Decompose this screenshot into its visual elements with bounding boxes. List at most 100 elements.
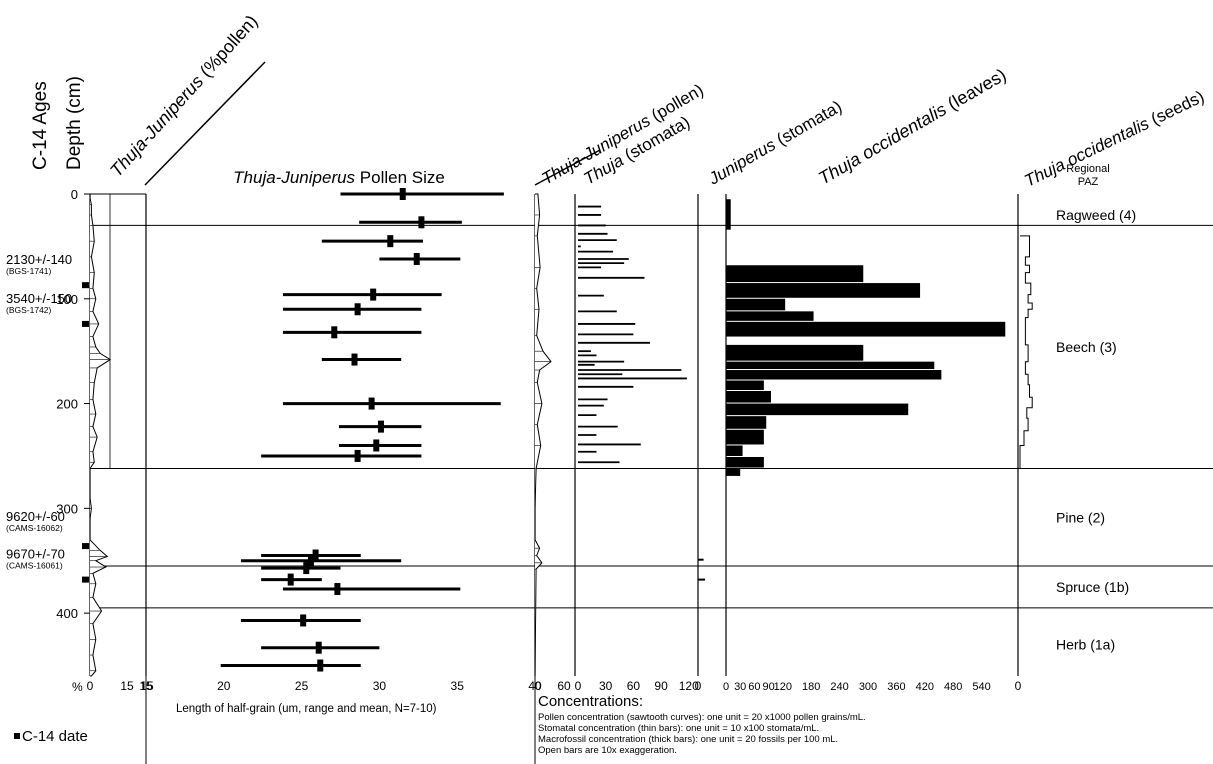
thuja-leaves-bar: [726, 321, 1006, 337]
zone-label: Pine (2): [1056, 509, 1105, 525]
thuja-seeds-open-bars: [1019, 235, 1033, 469]
depth-tick-label: 100: [56, 292, 78, 307]
pollen-size-tick-label: 25: [295, 679, 309, 693]
pollen-size-mean-marker: [317, 659, 324, 672]
thuja-leaves-bar: [726, 468, 741, 476]
concentrations-title: Concentrations:: [538, 693, 643, 710]
thuja-leaves-tick-label: 480: [944, 681, 962, 693]
c14-lab-label: (CAMS-16062): [6, 523, 63, 533]
depth-tick-label: 400: [56, 606, 78, 621]
pollen-size-xlabel: Length of half-grain (um, range and mean…: [176, 703, 437, 715]
title-leaves: Thuja occidentalis (leaves): [815, 65, 1010, 189]
thuja-stomata-tick-label: 90: [654, 679, 668, 693]
thuja-leaves-tick-label: 90: [762, 681, 774, 693]
pollen-concentration-curve: [534, 193, 552, 677]
note-line: Open bars are 10x exaggeration.: [538, 745, 677, 756]
pollen-concentration-tick-label: 0: [535, 679, 542, 693]
thuja-seeds-tick-label: 0: [1015, 679, 1022, 693]
thuja-leaves-bar: [726, 265, 864, 283]
title-seeds: Thuja occidentalis (seeds): [1021, 87, 1207, 191]
thuja-leaves-bar: [726, 311, 814, 321]
c14-date-marker: [82, 576, 89, 583]
pollen-size-mean-marker: [303, 562, 310, 575]
pollen-size-mean-marker: [399, 188, 406, 200]
thuja-leaves-tick-label: 60: [748, 681, 760, 693]
pollen-size-mean-marker: [351, 353, 358, 366]
percent-tick-label: 15: [120, 679, 134, 693]
c14-lab-label: (BGS-1742): [6, 305, 52, 315]
pollen-size-tick-label: 20: [217, 679, 231, 693]
thuja-leaves-bar: [726, 429, 764, 445]
thuja-stomata-tick-label: 60: [627, 679, 641, 693]
plot-area: Ragweed (4) Beech (3) Pine (2) Spruce (1b) H…: [6, 187, 1213, 764]
c14-date-marker: [82, 282, 89, 289]
pollen-size-mean-marker: [354, 449, 361, 462]
thuja-leaves-tick-label: 240: [830, 681, 848, 693]
c14-age-label: 9620+/-60: [6, 509, 65, 524]
paz-header-line1: Regional: [1066, 163, 1109, 175]
thuja-leaves-bar: [726, 390, 771, 403]
pollen-size-title: Thuja-Juniperus Pollen Size: [233, 168, 445, 187]
thuja-leaves-bar: [726, 445, 743, 457]
thuja-leaves-bar: [726, 416, 767, 429]
c14-age-label: 9670+/-70: [6, 547, 65, 562]
c14-date-marker: [82, 543, 89, 550]
zone-label: Ragweed (4): [1056, 207, 1136, 223]
diagonal-connector: [144, 61, 266, 186]
thuja-stomata-tick-label: 0: [575, 679, 582, 693]
thuja-leaves-tick-label: 540: [972, 681, 990, 693]
juniperus-stomata-tick-label: 0: [695, 679, 702, 693]
thuja-leaves-tick-label: 300: [859, 681, 877, 693]
depth-tick-label: 200: [56, 397, 78, 412]
pollen-size-mean-marker: [287, 573, 294, 586]
thuja-leaves-tick-label: 360: [887, 681, 905, 693]
depth-tick-label: 0: [71, 187, 78, 202]
thuja-leaves-bar: [726, 199, 731, 230]
pollen-size-mean-marker: [370, 288, 377, 301]
note-line: Macrofossil concentration (thick bars): …: [538, 734, 838, 745]
zone-label: Beech (3): [1056, 339, 1117, 355]
paz-header-line2: PAZ: [1078, 176, 1099, 188]
c14-age-label: 2130+/-140: [6, 252, 72, 267]
pollen-size-mean-marker: [373, 439, 380, 452]
thuja-leaves-bar: [726, 344, 864, 361]
thuja-leaves-bar: [726, 380, 764, 390]
thuja-leaves-tick-label: 180: [802, 681, 820, 693]
percent-axis-label: %: [72, 680, 83, 694]
pollen-size-tick-label: 35: [451, 679, 465, 693]
thuja-leaves-bar: [726, 298, 786, 311]
zone-label: Herb (1a): [1056, 637, 1115, 653]
c14-lab-label: (BGS-1741): [6, 266, 52, 276]
pollen-size-mean-marker: [300, 614, 307, 627]
c14-legend-label: C-14 date: [22, 728, 88, 745]
depth-tick-label: 300: [56, 501, 78, 516]
pollen-size-mean-marker: [334, 583, 341, 596]
thuja-leaves-tick-label: 120: [774, 681, 792, 693]
c14-ages-label: C-14 Ages: [30, 81, 51, 170]
pollen-size-mean-marker: [354, 303, 361, 316]
zone-label: Spruce (1b): [1056, 579, 1129, 595]
percent-tick-label: 0: [87, 679, 94, 693]
pollen-size-mean-marker: [315, 641, 322, 654]
pollen-size-mean-marker: [418, 216, 425, 229]
pollen-size-mean-marker: [331, 326, 338, 339]
pollen-size-mean-marker: [377, 420, 384, 433]
c14-age-label: 3540+/-150: [6, 291, 72, 306]
thuja-leaves-tick-label: 420: [916, 681, 934, 693]
c14-legend-marker: [14, 733, 20, 739]
title-percent-pollen: Thuja-Juniperus (%pollen): [106, 11, 261, 181]
pollen-size-mean-marker: [307, 554, 314, 567]
pollen-size-tick-label: 30: [373, 679, 387, 693]
thuja-leaves-tick-label: 30: [734, 681, 746, 693]
thuja-leaves-bar: [726, 403, 909, 416]
percent-tick-label: 15: [140, 679, 154, 693]
note-line: Pollen concentration (sawtooth curves): …: [538, 712, 866, 723]
thuja-stomata-tick-label: 30: [599, 679, 613, 693]
thuja-leaves-bar: [726, 361, 935, 370]
depth-axis-label: Depth (cm): [64, 76, 85, 170]
pollen-concentration-tick-label: 60: [557, 679, 571, 693]
pollen-size-mean-marker: [312, 549, 319, 562]
c14-lab-label: (CAMS-16061): [6, 561, 63, 571]
note-line: Stomatal concentration (thin bars): one …: [538, 723, 819, 734]
